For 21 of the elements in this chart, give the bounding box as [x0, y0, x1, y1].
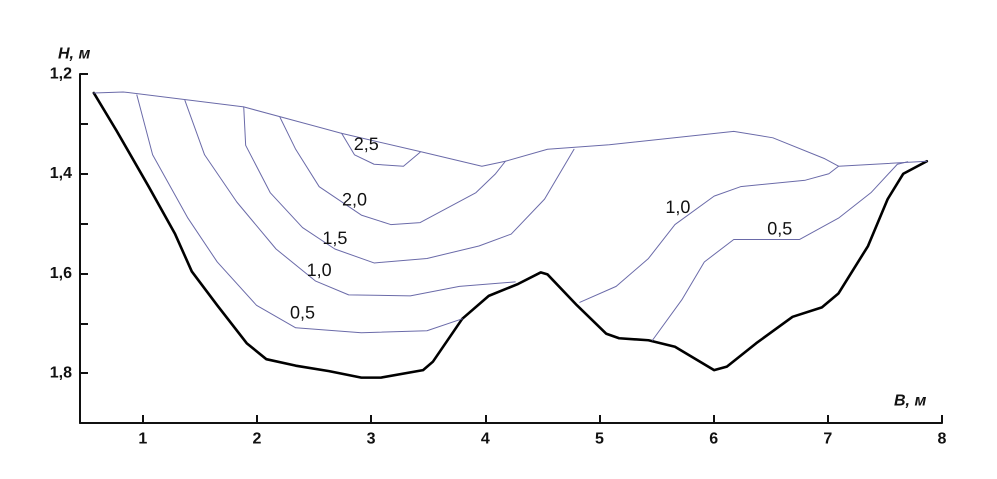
x-tick-label: 2: [252, 430, 262, 448]
x-tick-label: 8: [938, 430, 947, 448]
annotation: 0,5: [290, 302, 316, 322]
y-tick-label: 1,4: [50, 165, 72, 182]
x-tick-label: 7: [823, 430, 832, 448]
y-axis-title: H, м: [58, 46, 90, 62]
annotation: 2,0: [342, 190, 367, 210]
y-tick-label: 1,6: [50, 264, 72, 282]
x-axis-title: B, м: [894, 392, 926, 410]
x-tick-label: 3: [366, 430, 376, 448]
annotation: 0,5: [767, 218, 792, 239]
x-tick-label: 4: [480, 430, 490, 448]
y-tick-label: 1,2: [50, 66, 72, 82]
annotation: 1,0: [665, 197, 690, 218]
x-tick-label: 1: [138, 430, 148, 448]
y-tick-label: 1,8: [50, 364, 72, 382]
annotation: 1,0: [306, 260, 332, 280]
annotation: 2,5: [354, 134, 379, 154]
annotation: 1,5: [322, 228, 348, 248]
x-tick-label: 6: [709, 430, 718, 448]
x-tick-label: 5: [595, 430, 604, 448]
